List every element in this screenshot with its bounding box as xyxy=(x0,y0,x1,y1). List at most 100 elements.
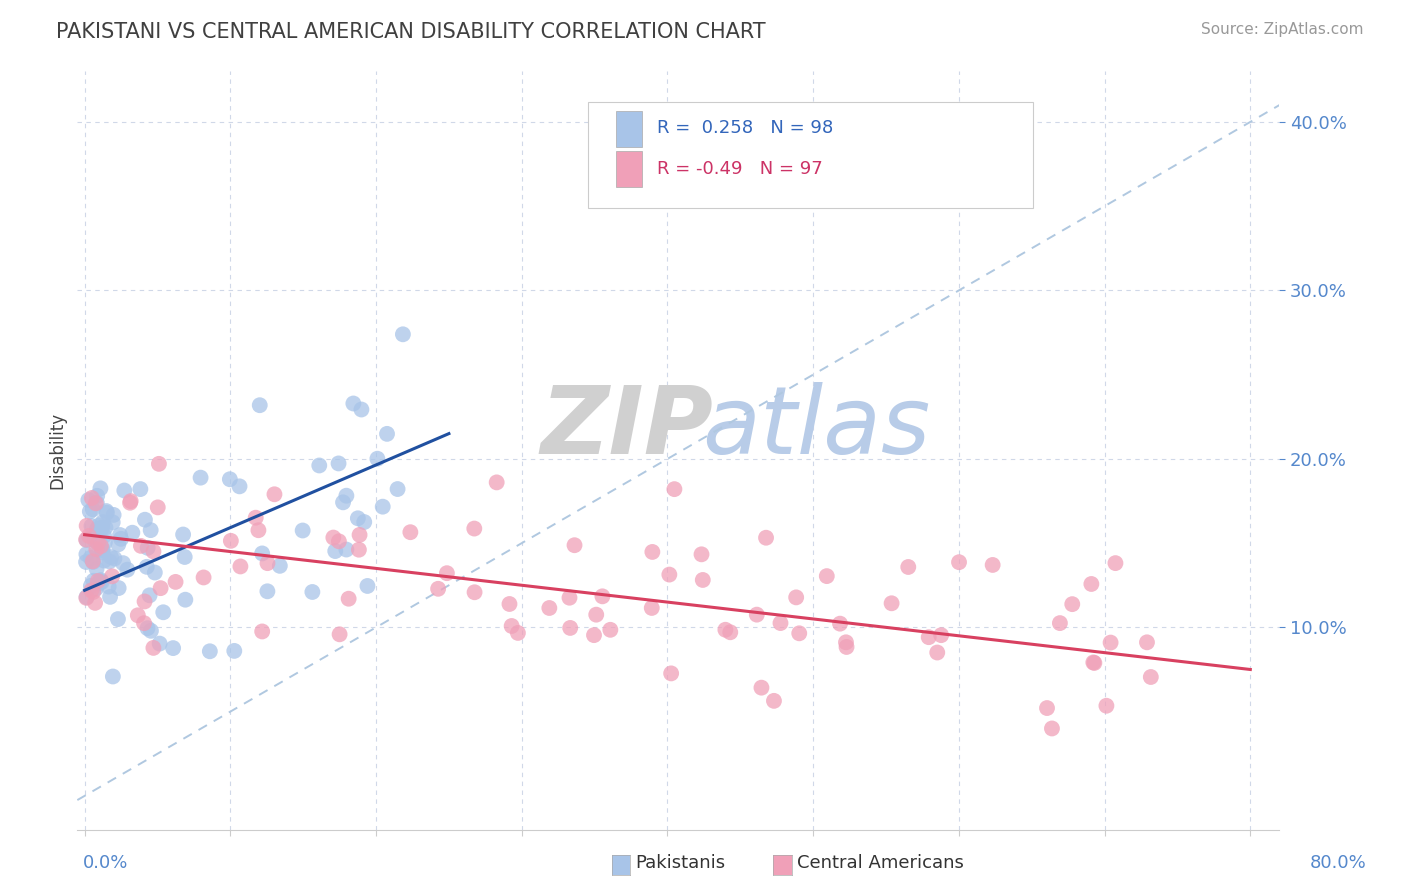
Point xyxy=(162,641,184,656)
Point xyxy=(249,398,271,412)
Point xyxy=(75,547,97,561)
Point xyxy=(86,562,108,576)
Point xyxy=(582,628,605,642)
Text: atlas: atlas xyxy=(703,382,931,474)
Point xyxy=(815,569,838,583)
Point xyxy=(165,574,187,589)
Point xyxy=(335,542,357,557)
Point xyxy=(83,533,105,548)
Point xyxy=(87,518,110,533)
Point xyxy=(762,694,785,708)
Point xyxy=(96,506,118,520)
Point xyxy=(139,523,162,537)
Point xyxy=(86,496,108,510)
Point xyxy=(897,560,920,574)
Point xyxy=(149,637,172,651)
Point xyxy=(464,585,486,599)
Point xyxy=(769,615,792,630)
Point xyxy=(463,522,485,536)
Point xyxy=(89,575,111,590)
Point xyxy=(90,573,112,587)
Point xyxy=(585,607,607,622)
Point xyxy=(173,549,195,564)
Point xyxy=(353,515,375,529)
Point xyxy=(97,580,120,594)
Point xyxy=(142,544,165,558)
Point xyxy=(229,559,252,574)
Point xyxy=(835,640,858,654)
Point xyxy=(79,550,101,565)
FancyBboxPatch shape xyxy=(588,102,1033,208)
Point xyxy=(139,624,162,638)
Point xyxy=(136,541,159,555)
Point xyxy=(76,590,98,604)
Point xyxy=(93,553,115,567)
Point xyxy=(880,596,903,610)
Point xyxy=(138,588,160,602)
Point xyxy=(91,515,114,529)
Point xyxy=(828,616,851,631)
Point xyxy=(80,519,103,533)
Point xyxy=(332,495,354,509)
Point xyxy=(120,494,142,508)
Text: 0.0%: 0.0% xyxy=(83,855,128,872)
Point xyxy=(1036,701,1059,715)
Point xyxy=(107,581,129,595)
Point xyxy=(129,482,152,496)
Point xyxy=(785,591,807,605)
Point xyxy=(82,554,104,568)
Point xyxy=(1040,722,1063,736)
Point xyxy=(250,546,273,560)
Point xyxy=(591,590,613,604)
Point xyxy=(90,574,112,589)
Point xyxy=(82,502,104,516)
Point xyxy=(718,625,741,640)
Point xyxy=(787,626,810,640)
Point xyxy=(82,585,104,599)
Point xyxy=(86,489,108,503)
Point xyxy=(1080,577,1102,591)
Point xyxy=(98,590,121,604)
Point xyxy=(87,536,110,550)
Point xyxy=(1140,670,1163,684)
Text: Source: ZipAtlas.com: Source: ZipAtlas.com xyxy=(1201,22,1364,37)
Point xyxy=(366,451,388,466)
Point xyxy=(134,594,156,608)
Point xyxy=(174,592,197,607)
Point xyxy=(134,513,156,527)
Point xyxy=(392,327,415,342)
Point xyxy=(87,574,110,588)
Point xyxy=(143,566,166,580)
Point xyxy=(558,591,581,605)
Point xyxy=(89,481,111,495)
Point xyxy=(427,582,450,596)
Point xyxy=(121,525,143,540)
Point xyxy=(96,504,118,518)
Point xyxy=(110,532,132,546)
Point xyxy=(1099,635,1122,649)
Point xyxy=(190,470,212,484)
Point xyxy=(328,457,350,471)
Point xyxy=(80,583,103,598)
Point xyxy=(347,542,370,557)
Point xyxy=(664,482,686,496)
Point xyxy=(918,630,941,644)
Point xyxy=(308,458,330,473)
Point xyxy=(91,520,114,534)
Point xyxy=(387,482,409,496)
Point xyxy=(146,500,169,515)
Point xyxy=(117,563,139,577)
Point xyxy=(929,628,952,642)
Point xyxy=(75,533,97,547)
Point xyxy=(148,457,170,471)
Point xyxy=(111,556,134,570)
Point xyxy=(641,601,664,615)
Point xyxy=(342,396,364,410)
Point xyxy=(835,635,858,649)
Text: 80.0%: 80.0% xyxy=(1310,855,1367,872)
Point xyxy=(93,529,115,543)
Point xyxy=(755,531,778,545)
Point xyxy=(658,567,681,582)
Point xyxy=(1049,616,1071,631)
Point xyxy=(436,566,458,581)
